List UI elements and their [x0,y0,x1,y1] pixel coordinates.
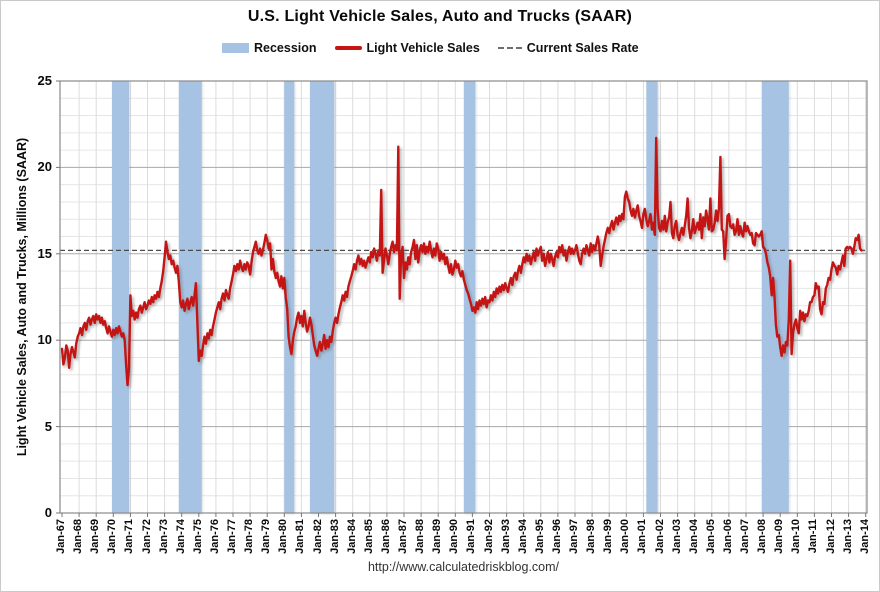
recession-band [111,81,130,513]
x-tick-label: Jan-80 [277,519,290,554]
x-tick-label: Jan-87 [397,519,409,554]
y-tick-label: 25 [37,73,52,88]
x-tick-label: Jan-97 [568,519,580,554]
recession-band [178,81,202,513]
x-tick-label: Jan-07 [739,519,751,554]
source-url: http://www.calculatedriskblog.com/ [367,560,560,574]
legend-item-sales: Light Vehicle Sales [334,41,480,55]
legend: Recession Light Vehicle Sales Current Sa… [222,41,639,55]
x-tick-label: Jan-14 [858,519,871,554]
recession-swatch-icon [222,43,249,53]
legend-recession-label: Recession [254,41,317,55]
x-tick-label: Jan-77 [226,519,238,554]
x-tick-label: Jan-04 [687,519,700,554]
x-tick-label: Jan-81 [294,519,307,554]
recession-band [646,81,658,513]
x-tick-label: Jan-89 [431,519,444,554]
legend-sales-label: Light Vehicle Sales [366,41,480,55]
y-tick-label: 0 [44,505,52,520]
recession-band [284,81,295,513]
x-tick-label: Jan-75 [191,519,204,554]
x-tick-label: Jan-11 [807,519,820,554]
x-tick-label: Jan-74 [174,519,187,554]
legend-item-current-rate: Current Sales Rate [497,41,639,55]
x-tick-label: Jan-09 [773,519,786,554]
x-tick-label: Jan-00 [619,519,632,554]
recession-band [309,81,335,513]
x-tick-label: Jan-90 [448,519,461,554]
y-tick-label: 15 [37,245,52,261]
x-tick-label: Jan-12 [824,519,837,554]
x-tick-label: Jan-93 [499,519,512,554]
x-tick-label: Jan-13 [841,519,854,554]
x-tick-label: Jan-67 [55,519,67,554]
sales-line-swatch-icon [334,46,362,50]
legend-item-recession: Recession [222,41,317,55]
x-tick-label: Jan-03 [670,519,683,554]
x-tick-label: Jan-05 [704,519,717,554]
x-tick-label: Jan-88 [414,519,427,554]
x-tick-label: Jan-85 [362,519,375,554]
x-tick-label: Jan-70 [106,519,119,554]
chart-title: U.S. Light Vehicle Sales, Auto and Truck… [247,8,633,25]
x-tick-label: Jan-92 [482,519,495,554]
x-tick-label: Jan-98 [585,519,598,554]
x-tick-label: Jan-99 [602,519,615,554]
sales-line [60,136,863,387]
x-tick-label: Jan-76 [208,519,221,554]
x-tick-label: Jan-68 [72,519,85,554]
x-tick-label: Jan-02 [653,519,666,554]
x-tick-label: Jan-01 [636,519,649,554]
x-tick-label: Jan-79 [260,519,273,554]
x-tick-label: Jan-84 [345,519,358,554]
x-tick-label: Jan-94 [516,519,529,554]
y-tick-label: 10 [37,332,52,348]
y-tick-label: 20 [37,159,52,175]
x-tick-label: Jan-78 [243,519,256,554]
x-tick-label: Jan-69 [89,519,102,554]
y-tick-label: 5 [44,418,52,434]
x-tick-label: Jan-06 [721,519,734,554]
current-rate-swatch-icon [497,47,522,49]
x-tick-label: Jan-86 [379,519,392,554]
x-tick-label: Jan-71 [123,519,136,554]
legend-current-rate-label: Current Sales Rate [526,41,639,55]
x-tick-label: Jan-73 [157,519,170,554]
x-tick-label: Jan-96 [550,519,563,554]
x-tick-label: Jan-72 [140,519,153,554]
x-tick-label: Jan-95 [533,519,546,554]
x-tick-label: Jan-10 [790,519,803,554]
x-tick-label: Jan-08 [756,519,769,554]
x-tick-label: Jan-83 [328,519,341,554]
x-tick-label: Jan-82 [311,519,324,554]
plot-border [59,80,868,514]
x-tick-label: Jan-91 [465,519,478,554]
